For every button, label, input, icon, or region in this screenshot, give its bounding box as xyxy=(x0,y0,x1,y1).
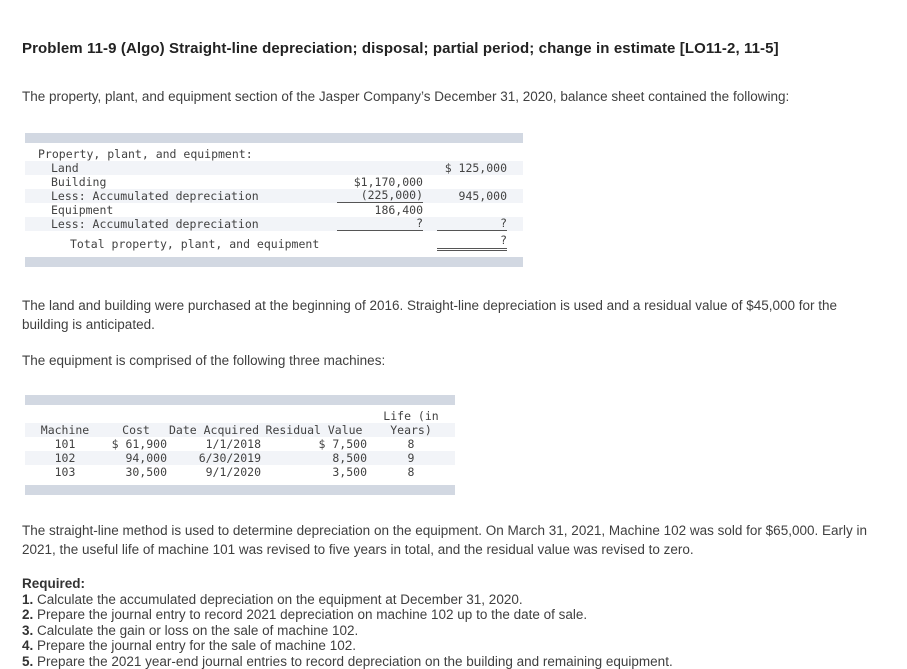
ppe-row-equipment-accum-depr: Less: Accumulated depreciation ? ? xyxy=(25,216,523,231)
ppe-row-label: Land xyxy=(51,161,79,175)
problem-title: Problem 11-9 (Algo) Straight-line deprec… xyxy=(22,40,779,57)
required-item-text: Prepare the journal entry for the sale o… xyxy=(37,638,356,654)
cost-header: Cost xyxy=(122,423,150,437)
required-item-text: Calculate the gain or loss on the sale o… xyxy=(37,622,359,638)
ppe-table: Property, plant, and equipment: Land $ 1… xyxy=(25,133,523,267)
machine-date-acquired: 1/1/2018 xyxy=(205,437,261,451)
machine-number: 103 xyxy=(54,465,76,479)
building-cost: $1,170,000 xyxy=(353,175,423,189)
machine-life: 8 xyxy=(407,465,415,479)
machine-cost: $ 61,900 xyxy=(111,437,167,451)
equipment-accum-depr-unknown: ? xyxy=(337,216,423,231)
machine-life: 9 xyxy=(407,451,415,465)
required-heading: Required: xyxy=(22,576,86,591)
machine-number: 102 xyxy=(54,451,76,465)
required-item-number: 4. xyxy=(22,638,34,654)
machine-life: 8 xyxy=(407,437,415,451)
ppe-row-land: Land $ 125,000 xyxy=(25,161,523,175)
required-item-4: 4. Prepare the journal entry for the sal… xyxy=(22,638,887,653)
equipment-intro-paragraph: The equipment is comprised of the follow… xyxy=(22,353,386,368)
machines-table: Life (in Machine Cost Date Acquired Resi… xyxy=(25,395,455,495)
machines-table-top-bar xyxy=(25,395,455,405)
method-paragraph: The straight-line method is used to dete… xyxy=(22,523,867,557)
ppe-row-label: Property, plant, and equipment: xyxy=(38,147,253,161)
date-acquired-header: Date Acquired xyxy=(168,423,259,437)
ppe-row-total: Total property, plant, and equipment ? xyxy=(25,231,523,251)
problem-page: Problem 11-9 (Algo) Straight-line deprec… xyxy=(0,40,907,669)
machine-cost: 94,000 xyxy=(125,451,167,465)
required-item-2: 2. Prepare the journal entry to record 2… xyxy=(22,607,887,622)
machine-number: 101 xyxy=(54,437,76,451)
equipment-cost: 186,400 xyxy=(374,203,423,217)
building-net-amount: 945,000 xyxy=(458,189,507,203)
ppe-row-col2: 186,400 xyxy=(337,203,423,217)
ppe-row-col3: ? xyxy=(437,216,507,231)
required-section: Required: 1. Calculate the accumulated d… xyxy=(22,576,887,669)
ppe-row-col2: $1,170,000 xyxy=(337,175,423,189)
required-item-1: 1. Calculate the accumulated depreciatio… xyxy=(22,592,887,607)
ppe-row-label: Building xyxy=(51,175,107,189)
ppe-table-top-bar xyxy=(25,133,523,143)
ppe-row-building: Building $1,170,000 xyxy=(25,175,523,189)
ppe-row-equipment: Equipment 186,400 xyxy=(25,203,523,217)
machine-date-acquired: 9/1/2020 xyxy=(205,465,261,479)
required-item-number: 5. xyxy=(22,653,34,669)
ppe-row-label: Equipment xyxy=(51,203,114,217)
ppe-row-building-accum-depr: Less: Accumulated depreciation (225,000)… xyxy=(25,188,523,203)
machine-residual-value: $ 7,500 xyxy=(318,437,367,451)
intro-paragraph: The property, plant, and equipment secti… xyxy=(22,89,790,104)
ppe-row-col3: ? xyxy=(437,233,507,251)
machines-header-row-1: Life (in xyxy=(25,409,455,423)
machine-header: Machine xyxy=(40,423,90,437)
ppe-row-label: Total property, plant, and equipment xyxy=(70,237,320,251)
required-item-number: 3. xyxy=(22,622,34,638)
ppe-row-section-header: Property, plant, and equipment: xyxy=(25,147,523,161)
life-header-line1: Life (in xyxy=(383,409,439,423)
land-building-paragraph: The land and building were purchased at … xyxy=(22,298,838,332)
ppe-total-unknown: ? xyxy=(437,233,507,251)
machine-cost: 30,500 xyxy=(125,465,167,479)
ppe-row-col3: $ 125,000 xyxy=(437,161,507,175)
machine-row-102: 102 94,000 6/30/2019 8,500 9 xyxy=(25,451,455,465)
required-item-number: 1. xyxy=(22,592,34,607)
machine-date-acquired: 6/30/2019 xyxy=(198,451,261,465)
required-item-number: 2. xyxy=(22,607,34,623)
machines-table-bottom-bar xyxy=(25,485,455,495)
equipment-net-unknown: ? xyxy=(437,216,507,231)
machines-header-row-2: Machine Cost Date Acquired Residual Valu… xyxy=(25,423,455,437)
land-amount: $ 125,000 xyxy=(444,161,507,175)
required-item-5: 5. Prepare the 2021 year-end journal ent… xyxy=(22,654,887,669)
ppe-row-col2: ? xyxy=(337,216,423,231)
required-item-text: Prepare the journal entry to record 2021… xyxy=(37,607,588,623)
machine-residual-value: 8,500 xyxy=(332,451,367,465)
residual-value-header: Residual Value xyxy=(265,423,363,437)
machine-residual-value: 3,500 xyxy=(332,465,367,479)
ppe-table-bottom-bar xyxy=(25,257,523,267)
required-item-text: Prepare the 2021 year-end journal entrie… xyxy=(37,653,673,669)
building-accum-depr-amount: (225,000) xyxy=(337,188,423,203)
required-item-text: Calculate the accumulated depreciation o… xyxy=(37,592,523,607)
life-header-line2: Years) xyxy=(390,423,432,437)
required-item-3: 3. Calculate the gain or loss on the sal… xyxy=(22,623,887,638)
ppe-row-col2: (225,000) xyxy=(337,188,423,203)
machine-row-101: 101 $ 61,900 1/1/2018 $ 7,500 8 xyxy=(25,437,455,451)
ppe-row-label: Less: Accumulated depreciation xyxy=(51,189,259,203)
ppe-row-col3: 945,000 xyxy=(437,189,507,203)
ppe-row-label: Less: Accumulated depreciation xyxy=(51,217,259,231)
machine-row-103: 103 30,500 9/1/2020 3,500 8 xyxy=(25,465,455,479)
